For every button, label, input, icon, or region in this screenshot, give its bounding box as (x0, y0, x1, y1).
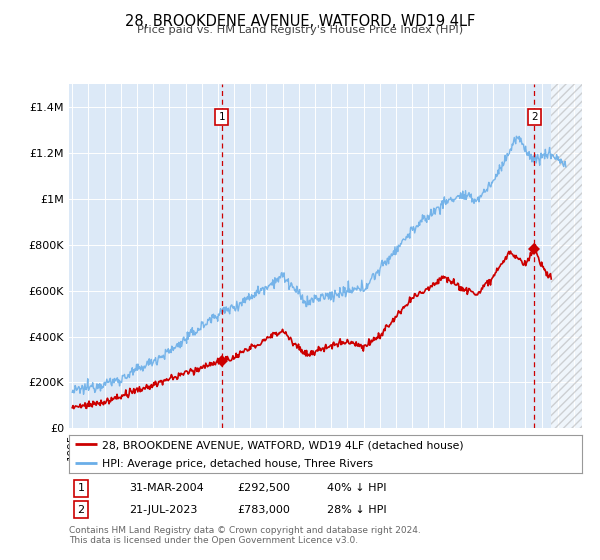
Text: 28, BROOKDENE AVENUE, WATFORD, WD19 4LF: 28, BROOKDENE AVENUE, WATFORD, WD19 4LF (125, 14, 475, 29)
Text: 40% ↓ HPI: 40% ↓ HPI (327, 483, 386, 493)
Text: £783,000: £783,000 (237, 505, 290, 515)
Text: HPI: Average price, detached house, Three Rivers: HPI: Average price, detached house, Thre… (103, 459, 373, 469)
Text: 2: 2 (531, 113, 538, 122)
Text: 1: 1 (218, 113, 225, 122)
Text: 28, BROOKDENE AVENUE, WATFORD, WD19 4LF (detached house): 28, BROOKDENE AVENUE, WATFORD, WD19 4LF … (103, 441, 464, 451)
Text: 31-MAR-2004: 31-MAR-2004 (129, 483, 204, 493)
Bar (551, 84, 592, 428)
Text: 21-JUL-2023: 21-JUL-2023 (129, 505, 197, 515)
Text: Contains HM Land Registry data © Crown copyright and database right 2024.: Contains HM Land Registry data © Crown c… (69, 526, 421, 535)
Text: This data is licensed under the Open Government Licence v3.0.: This data is licensed under the Open Gov… (69, 536, 358, 545)
Text: 1: 1 (77, 483, 85, 493)
Text: £292,500: £292,500 (237, 483, 290, 493)
Text: 2: 2 (77, 505, 85, 515)
Text: Price paid vs. HM Land Registry's House Price Index (HPI): Price paid vs. HM Land Registry's House … (137, 25, 463, 35)
Text: 28% ↓ HPI: 28% ↓ HPI (327, 505, 386, 515)
